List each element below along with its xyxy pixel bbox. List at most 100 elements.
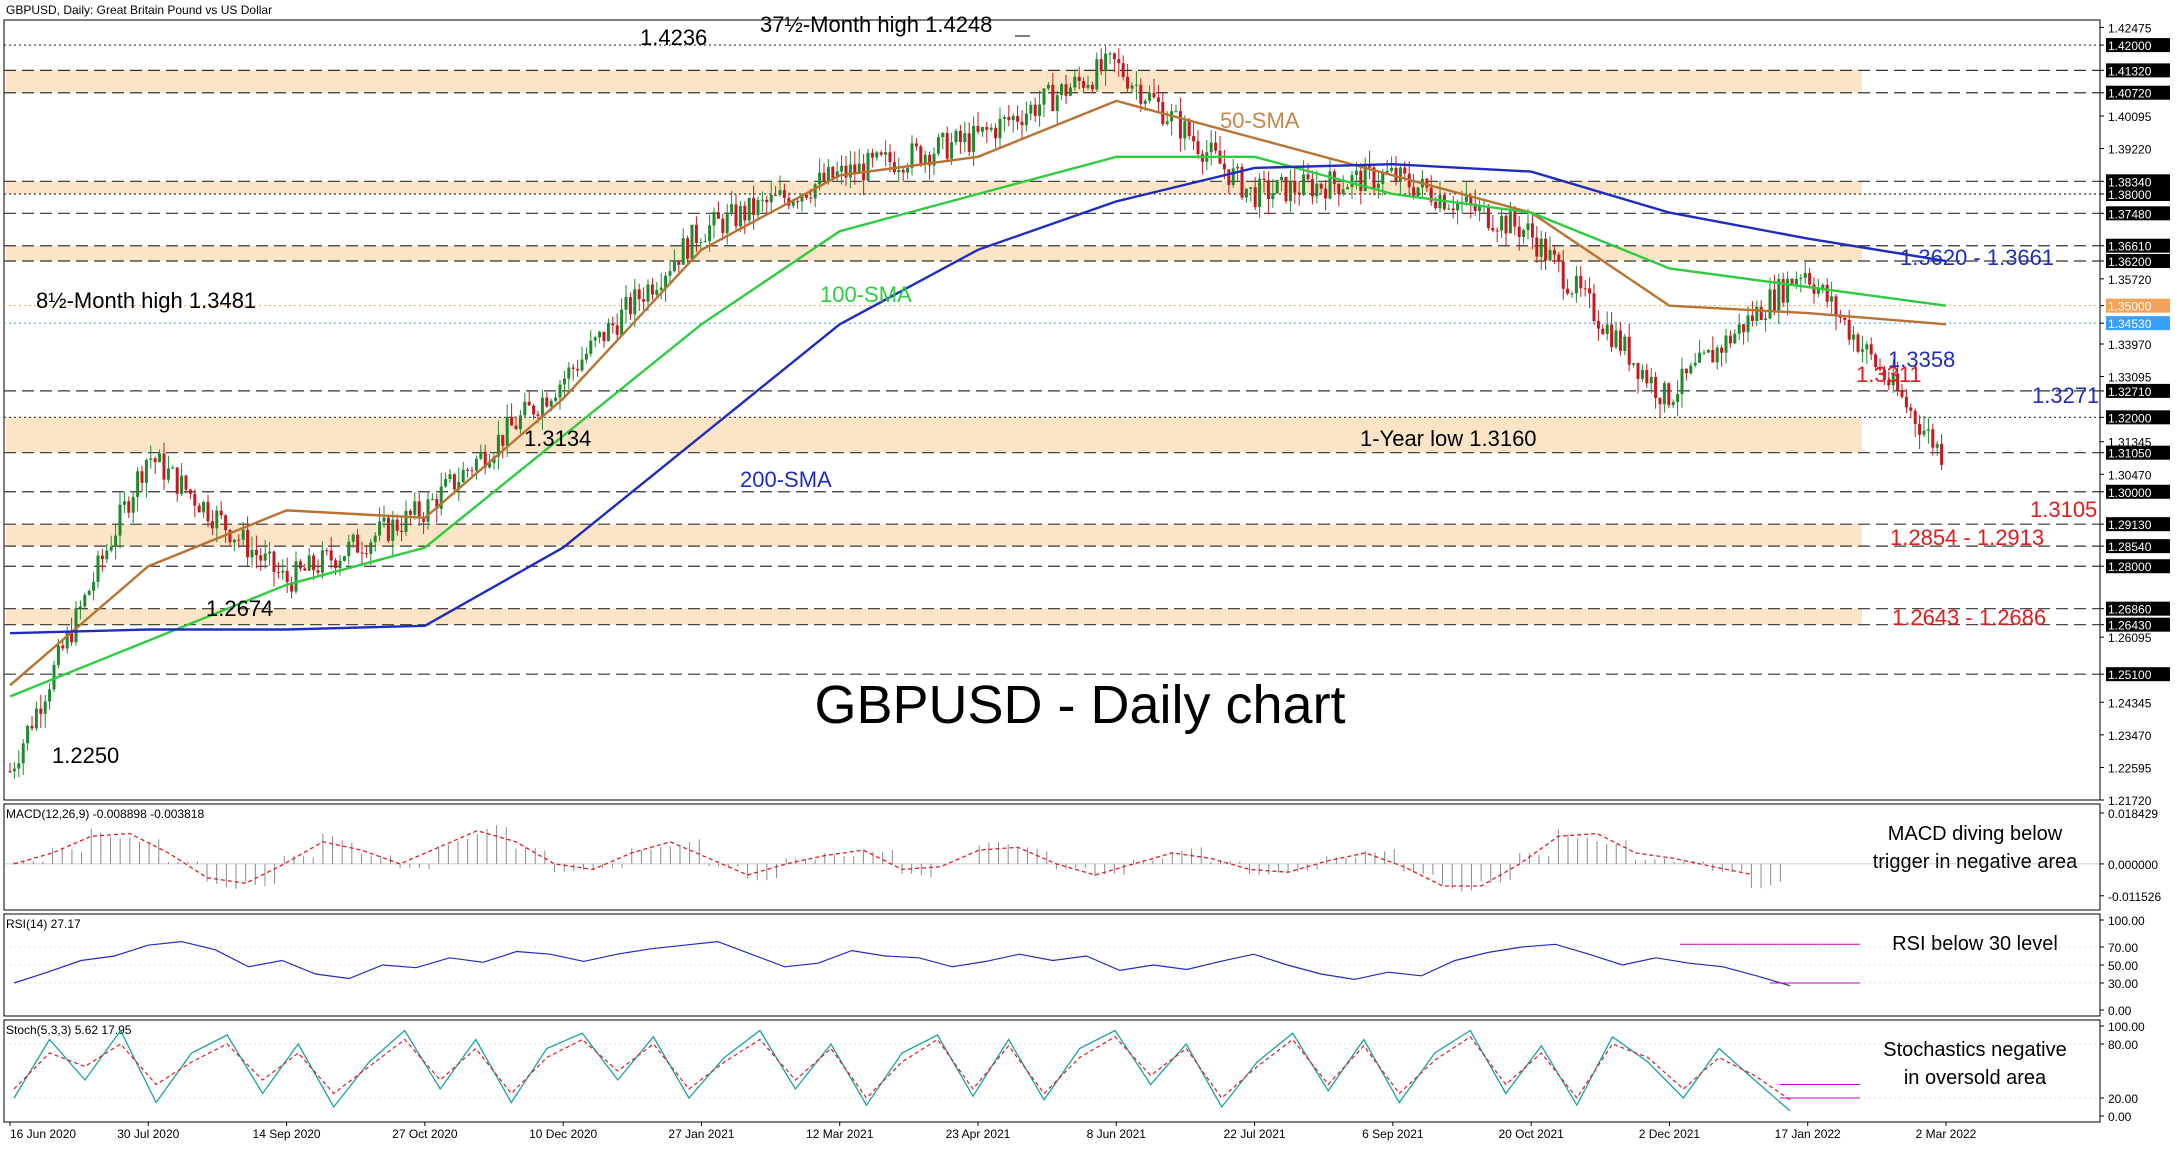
candle-body [197,505,201,513]
price-tick-label: 1.33970 [2108,338,2152,352]
zone-band [6,181,1862,194]
candle-body [1086,84,1090,88]
indicator-tick-label: 0.018429 [2108,807,2158,821]
candle-body [1108,53,1112,55]
candle-body [166,468,170,480]
candle-body [281,570,285,573]
candle-body [910,143,914,168]
candle-body [96,555,100,582]
candle-body [127,501,131,513]
candle-body [848,164,852,178]
annotation-label: 1.3311 [1856,362,1922,387]
price-tick-label: 1.31050 [2108,447,2152,461]
candle-body [1350,175,1354,188]
candle-body [1640,369,1644,379]
candle-body [532,405,536,415]
candle-body [78,606,82,609]
candle-body [483,451,487,468]
candle-body [1513,211,1517,227]
candle-body [1007,117,1011,121]
candle-body [1526,223,1530,231]
price-tag [2106,186,2170,201]
candle-body [1530,223,1534,238]
candle-body [272,551,276,572]
price-tick-label: 1.32710 [2108,385,2152,399]
candle-body [219,510,223,516]
candle-body [351,534,355,542]
price-tag [2106,63,2170,78]
candle-body [954,130,958,143]
candle-body [1579,275,1583,289]
candle-body [1799,277,1803,280]
candle-body [1904,396,1908,408]
candle-body [413,501,417,515]
candle-body [1082,81,1086,88]
candle-body [34,708,38,729]
candle-body [870,152,874,158]
candle-body [1671,402,1675,406]
annotation-label: 1.3271 [2032,383,2099,408]
candle-body [809,197,813,199]
candle-body [461,469,465,483]
candle-body [1288,180,1292,202]
candle-body [853,164,857,174]
candle-body [1020,121,1024,126]
candle-body [158,453,162,463]
candle-body [294,561,298,592]
candle-body [1684,368,1688,374]
candle-body [945,132,949,159]
candle-body [950,142,954,159]
candle-body [589,340,593,354]
candle-body [1372,167,1376,189]
price-tick-label: 1.23470 [2108,729,2152,743]
candle-body [1676,394,1680,403]
symbol-header: GBPUSD, Daily: Great Britain Pound vs US… [6,3,272,17]
candle-body [1733,333,1737,344]
candle-body [1064,84,1068,96]
candle-body [765,199,769,203]
candle-body [206,501,210,522]
candle-body [1341,189,1345,194]
candle-body [769,194,773,203]
candle-body [659,287,663,290]
candle-body [1412,187,1416,196]
candle-body [813,184,817,199]
price-tag [2106,238,2170,253]
candle-body [1522,230,1526,237]
candle-body [65,631,69,649]
candle-body [1002,117,1006,119]
date-tick-label: 10 Dec 2020 [529,1127,597,1141]
candle-body [1148,92,1152,101]
candle-body [1434,201,1438,209]
candle-body [1517,226,1521,237]
candle-body [1887,379,1891,386]
candle-body [677,261,681,265]
candle-body [369,542,373,554]
candle-body [439,486,443,509]
candle-body [822,172,826,181]
candle-body [1227,169,1231,185]
price-tag [2106,517,2170,532]
candle-body [263,553,267,561]
candle-body [1077,76,1081,82]
candle-body [241,529,245,540]
candle-body [760,199,764,201]
candle-body [171,467,175,469]
rsi-panel: RSI(14) 27.17 100.00 70.00 50.00 30.00 0.00 RS… [4,914,2145,1018]
candle-body [1099,59,1103,72]
candle-body [39,708,43,714]
macd-signal-line [13,830,1752,887]
candle-body [831,166,835,178]
candle-body [1354,170,1358,176]
price-tag [2106,667,2170,682]
macd-panel: MACD(12,26,9) -0.008898 -0.003818 0.01842… [4,807,2161,904]
candle-body [1258,178,1262,207]
candle-body [1240,166,1244,198]
sma-line [9,162,1947,635]
candle-body [430,499,434,501]
candle-body [580,359,584,371]
candle-body [48,689,52,702]
candle-body [70,631,74,643]
indicator-note: trigger in negative area [1873,851,2078,873]
candle-body [131,496,135,513]
